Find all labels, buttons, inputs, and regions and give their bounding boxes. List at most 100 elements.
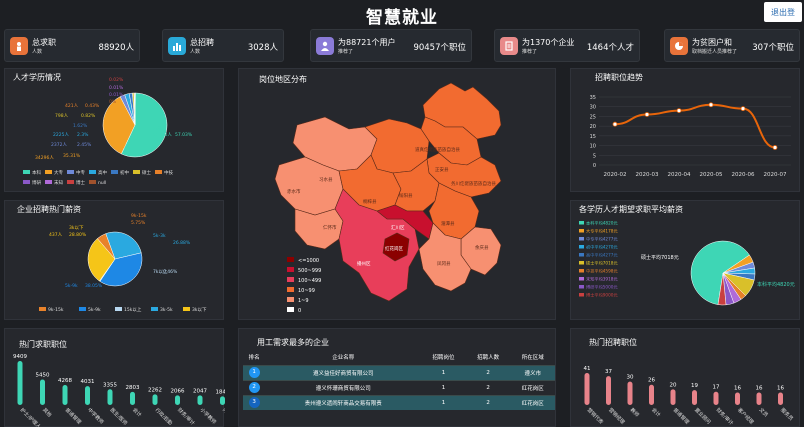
- edu-salary-panel: 各学历人才期望求职平均薪资 本科平均4820元 大专平均4178元 中专平均4277…: [570, 200, 800, 320]
- company-cell: 遵义怀珊商贸有限公司: [265, 379, 422, 395]
- legend-swatch: [579, 229, 584, 233]
- legend-swatch: [67, 170, 74, 174]
- pie-slice: [717, 272, 727, 306]
- stat-value: 88920人: [98, 43, 134, 53]
- data-label: 421人: [65, 103, 79, 109]
- bar: [107, 389, 113, 405]
- legend-label: 高中平均4277元: [586, 252, 618, 259]
- map-region-label: 凤冈县: [437, 261, 451, 267]
- legend-swatch: [89, 180, 96, 184]
- legend-label: 中技平均4598元: [586, 268, 618, 275]
- data-label: 0.02%: [109, 77, 124, 83]
- data-label: 16: [734, 386, 741, 392]
- legend-swatch: [287, 267, 294, 272]
- legend-label: 硕士平均7018元: [586, 260, 618, 267]
- stat-label: 为88721个用户: [338, 38, 396, 47]
- pie-slice: [120, 92, 168, 158]
- data-label: 798人: [55, 113, 69, 119]
- legend-label: 博士平均9000元: [586, 292, 618, 299]
- logout-button[interactable]: 退出登: [764, 2, 802, 22]
- rank-badge: 1: [248, 367, 260, 378]
- legend-label: 大专平均4178元: [586, 228, 618, 235]
- table-row[interactable]: 1 遵义益佳好商贸有限公司 1 2 遵义市: [243, 364, 555, 380]
- user-icon: [316, 37, 334, 55]
- legend-label: <=1000: [298, 258, 319, 264]
- data-label: 4031: [81, 379, 95, 385]
- legend-swatch: [151, 307, 158, 311]
- legend-label: 9k-15k: [48, 307, 64, 313]
- tick-label: 15: [590, 134, 596, 140]
- data-label: 大专: [117, 142, 126, 149]
- legend-label: 100~499: [298, 278, 321, 284]
- data-point: [708, 102, 714, 108]
- bar: [130, 391, 135, 405]
- company-cell: 贵州遵义遗闹轩商品交易有限责: [265, 394, 422, 410]
- hot-recruit-bar-chart: 41 营销代表 37 营销经理 30 教师 26 会计 20 普通管理 19 置业顾问 17 财务/审计 1…: [584, 366, 795, 427]
- legend-swatch: [579, 261, 584, 265]
- legend-label: 末知: [54, 179, 63, 186]
- legend-label: 硕士: [142, 169, 151, 176]
- legend-swatch: [39, 307, 46, 311]
- stat-label: 总招聘: [190, 38, 214, 47]
- post-cell: 1: [421, 379, 466, 395]
- tick-label: 财务/审计: [715, 406, 735, 426]
- area-cell: 遵义市: [510, 364, 555, 380]
- legend-label: 博研平均5000元: [586, 284, 618, 291]
- legend-swatch: [155, 170, 162, 174]
- bar: [17, 361, 23, 405]
- data-label: 0.01%: [109, 85, 124, 91]
- tick-label: 普通管理: [672, 406, 691, 425]
- tick-label: 30: [590, 105, 596, 111]
- tick-label: 置业顾问: [693, 406, 712, 425]
- tick-label: 医生/医师: [109, 406, 129, 426]
- tick-label: 教师: [629, 406, 641, 418]
- legend-swatch: [183, 307, 190, 311]
- tick-label: 20: [590, 124, 596, 130]
- data-label: 0.01%: [109, 92, 124, 98]
- map-region-label: 正安县: [435, 166, 449, 173]
- bar: [175, 395, 180, 405]
- stat-value: 1464个人才: [586, 43, 634, 53]
- bar: [627, 381, 633, 405]
- legend-label: 初中: [120, 169, 129, 176]
- legend-swatch: [579, 221, 584, 225]
- edu-salary-pie-chart: 本科平均4820元大专平均4178元中专平均4277元初中平均4270元高中平均…: [579, 220, 795, 306]
- map-region-label: 播州区: [357, 260, 371, 267]
- legend-swatch: [79, 307, 86, 311]
- table-row[interactable]: 2 遵义怀珊商贸有限公司 1 2 红花岗区: [243, 379, 555, 395]
- data-label: 26: [648, 378, 655, 384]
- map-region-label: 汇川区: [391, 224, 405, 231]
- legend-swatch: [89, 170, 96, 174]
- header: 智慧就业 退出登: [0, 0, 804, 28]
- legend-label: 0: [298, 308, 301, 314]
- map-region-label: 绥阳县: [399, 192, 413, 199]
- map-region-label: 余庆县: [475, 244, 489, 251]
- data-label: 2225人: [53, 132, 69, 138]
- data-label: 本科: [153, 125, 162, 132]
- company-cell: 遵义益佳好商贸有限公司: [265, 364, 422, 380]
- legend-label: 5k-9k: [88, 307, 101, 313]
- pie-slice: [105, 231, 142, 260]
- table-row[interactable]: 3 贵州遵义遗闹轩商品交易有限责 1 2 红花岗区: [243, 394, 555, 410]
- data-label: 2372人: [51, 142, 67, 148]
- legend-swatch: [23, 170, 30, 174]
- legend-label: 15k以上: [124, 306, 142, 313]
- col-header: 企业名称: [332, 354, 355, 361]
- tick-label: 营销经理: [607, 406, 626, 425]
- map-region-label: 赤水市: [287, 188, 301, 195]
- tick-label: 中学教师: [86, 406, 105, 425]
- data-point: [644, 112, 650, 117]
- legend-label: 中专平均4277元: [586, 236, 618, 243]
- bar: [670, 389, 676, 405]
- data-label: 0.82%: [81, 113, 96, 119]
- map-panel: 岗位地区分布 道真仡佬族苗族自治县 正安县 务川仡佬族苗族自治县 习水县 桐梓县…: [238, 68, 556, 320]
- data-label: 1.62%: [73, 123, 88, 129]
- data-label: 1845: [216, 389, 226, 395]
- col-header: 排名: [248, 354, 260, 361]
- data-label: 41: [584, 366, 591, 372]
- bar-chart-icon: [168, 37, 186, 55]
- data-label: 硕士平均7018元: [641, 254, 679, 261]
- stat-value: 3028人: [247, 43, 278, 53]
- data-label: 38.05%: [85, 283, 103, 289]
